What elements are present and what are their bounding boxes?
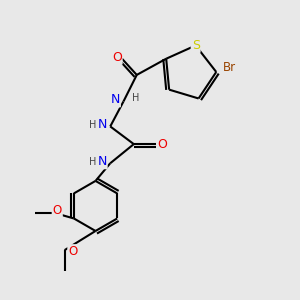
Text: H: H	[132, 94, 140, 103]
Text: H: H	[89, 120, 97, 130]
Text: N: N	[111, 93, 120, 106]
Text: S: S	[192, 39, 200, 52]
Text: N: N	[97, 155, 107, 168]
Text: O: O	[158, 138, 167, 151]
Text: O: O	[112, 51, 122, 64]
Text: O: O	[68, 245, 77, 258]
Text: H: H	[89, 157, 96, 167]
Text: N: N	[97, 118, 107, 131]
Text: O: O	[52, 204, 62, 217]
Text: Br: Br	[223, 61, 236, 74]
